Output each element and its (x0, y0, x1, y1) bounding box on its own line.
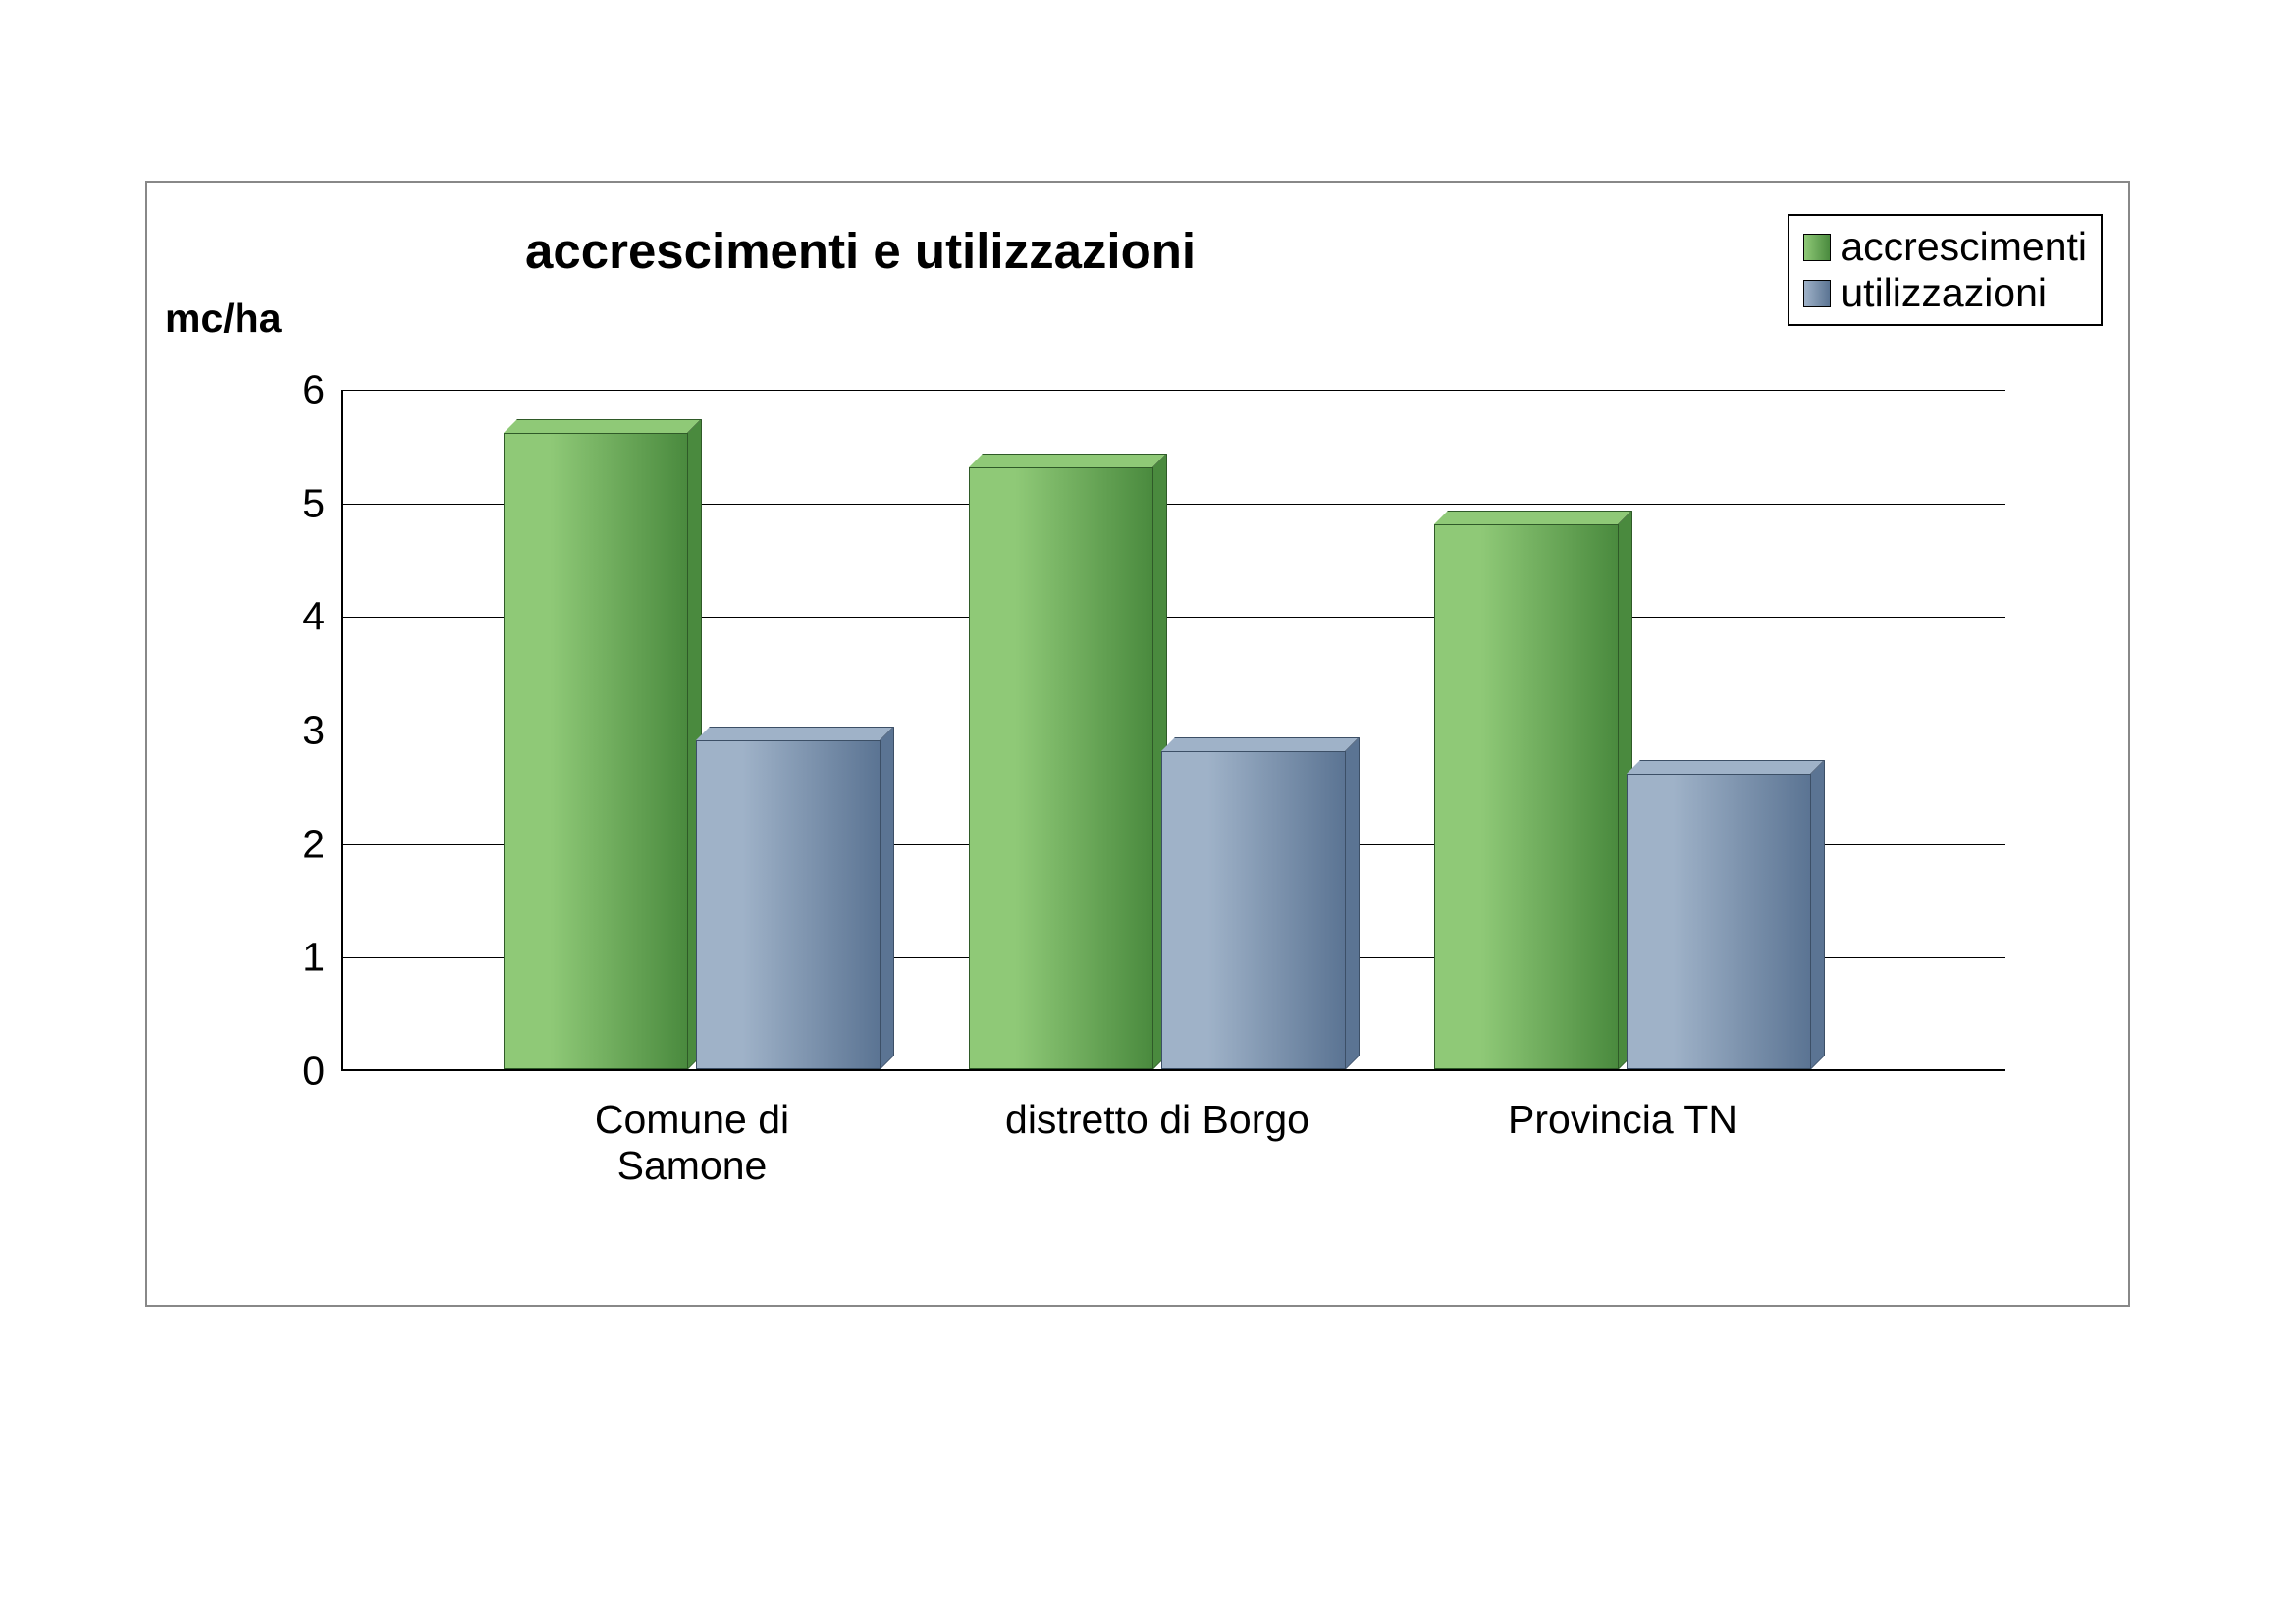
x-tick-label: distretto di Borgo (939, 1069, 1375, 1143)
y-tick-label: 5 (302, 480, 343, 526)
bar (1161, 751, 1346, 1069)
y-tick-label: 2 (302, 821, 343, 867)
bar (504, 433, 688, 1069)
legend-item: utilizzazioni (1803, 270, 2087, 316)
bar (696, 740, 881, 1069)
legend-item: accrescimenti (1803, 224, 2087, 270)
legend-label: accrescimenti (1841, 224, 2087, 270)
legend-swatch (1803, 280, 1831, 307)
y-tick-label: 3 (302, 708, 343, 754)
y-tick-label: 4 (302, 594, 343, 640)
x-tick-label: Comune diSamone (474, 1069, 910, 1189)
plot-area: 0123456Comune diSamonedistretto di Borgo… (341, 390, 2005, 1071)
bar (1627, 774, 1811, 1069)
legend: accrescimentiutilizzazioni (1788, 214, 2103, 326)
gridline (343, 390, 2005, 391)
x-tick-label: Provincia TN (1405, 1069, 1841, 1143)
bar (969, 467, 1153, 1069)
chart-title: accrescimenti e utilizzazioni (525, 222, 1196, 280)
y-tick-label: 6 (302, 367, 343, 413)
chart-frame: accrescimenti e utilizzazioni mc/ha accr… (145, 181, 2130, 1307)
y-axis-label: mc/ha (165, 296, 282, 342)
bar (1434, 524, 1619, 1069)
legend-label: utilizzazioni (1841, 270, 2047, 316)
legend-swatch (1803, 234, 1831, 261)
y-tick-label: 1 (302, 935, 343, 981)
y-tick-label: 0 (302, 1049, 343, 1095)
